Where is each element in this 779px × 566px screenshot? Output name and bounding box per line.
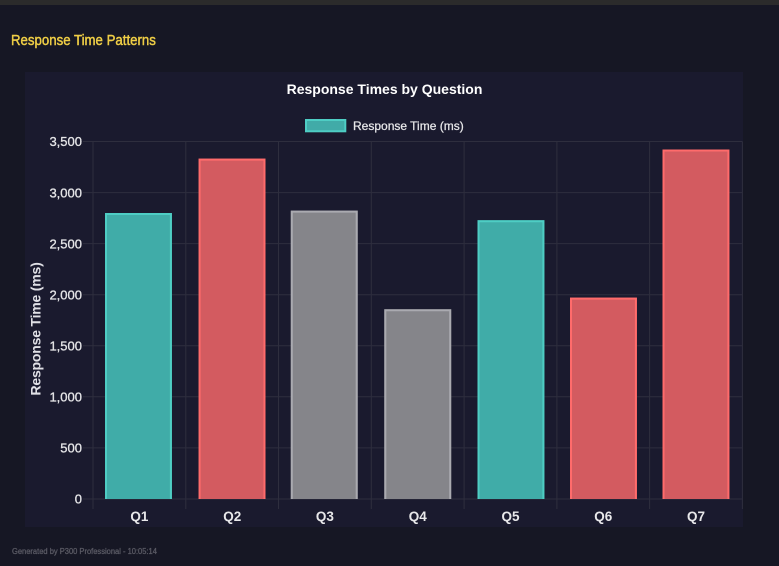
- svg-text:Q1: Q1: [130, 509, 149, 524]
- svg-text:2,000: 2,000: [49, 287, 82, 302]
- svg-text:500: 500: [60, 441, 82, 456]
- svg-text:Response Times by Question: Response Times by Question: [287, 81, 483, 97]
- svg-text:Q6: Q6: [594, 509, 613, 524]
- svg-text:2,500: 2,500: [49, 236, 82, 251]
- svg-text:1,500: 1,500: [49, 339, 82, 354]
- svg-text:1,000: 1,000: [49, 390, 82, 405]
- svg-text:Q7: Q7: [687, 509, 705, 524]
- svg-text:Q5: Q5: [501, 509, 520, 524]
- svg-text:Response Time (ms): Response Time (ms): [353, 119, 464, 133]
- svg-text:Response Time (ms): Response Time (ms): [28, 262, 44, 395]
- svg-text:3,000: 3,000: [49, 185, 82, 200]
- svg-text:0: 0: [75, 492, 82, 507]
- svg-text:Q4: Q4: [409, 509, 428, 524]
- svg-text:Q3: Q3: [316, 509, 335, 524]
- svg-text:Q2: Q2: [223, 509, 241, 524]
- svg-text:3,500: 3,500: [49, 134, 82, 149]
